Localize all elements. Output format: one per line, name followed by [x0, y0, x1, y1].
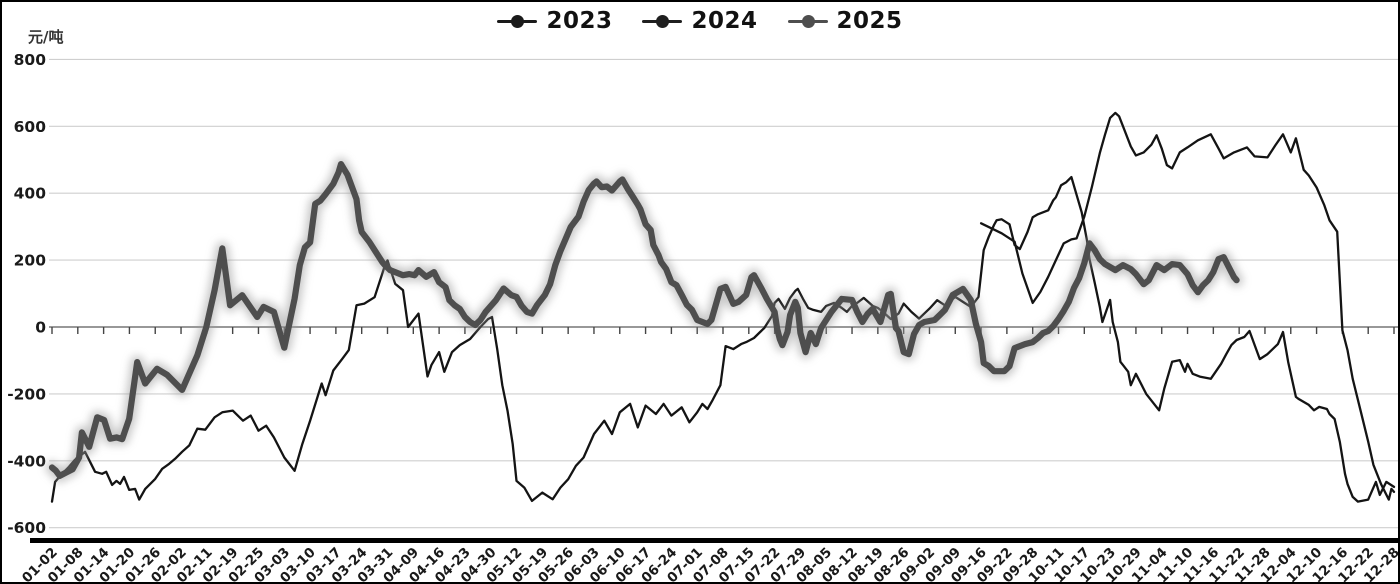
y-tick-label: -600 [7, 519, 46, 537]
y-tick-label: 400 [14, 185, 47, 203]
x-axis-bar [30, 538, 1398, 543]
y-tick-label: 800 [14, 51, 47, 69]
series-line-2025 [48, 161, 1240, 479]
series-line-2024 [50, 175, 1396, 503]
y-axis-unit-label: 元/吨 [28, 28, 64, 46]
y-tick-label: -200 [7, 385, 46, 403]
y-tick-label: 0 [35, 319, 46, 337]
y-tick-label: -400 [7, 452, 46, 470]
series-line-2023 [979, 111, 1396, 501]
y-tick-label: 200 [14, 252, 47, 270]
y-tick-label: 600 [14, 118, 47, 136]
